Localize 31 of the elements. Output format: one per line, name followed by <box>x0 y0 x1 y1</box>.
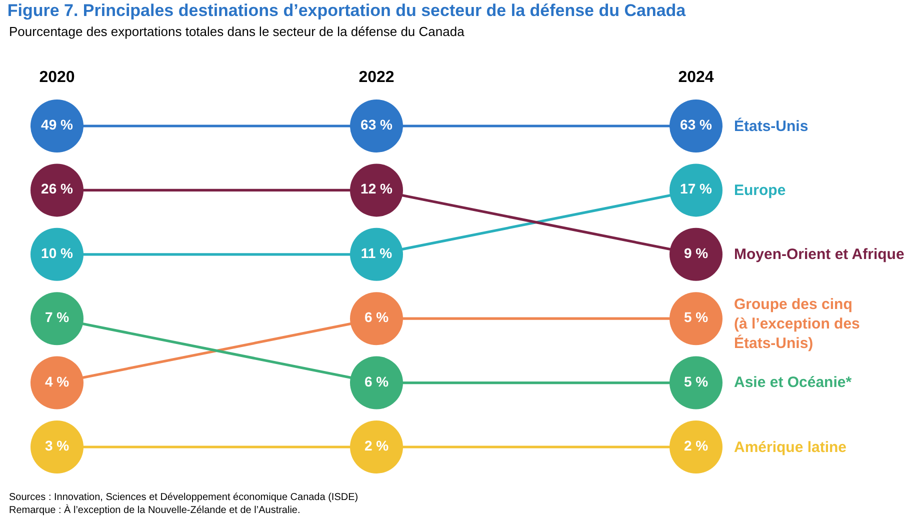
data-label: 26 % <box>41 180 74 197</box>
data-label: 10 % <box>41 244 74 261</box>
data-label: 12 % <box>360 180 393 197</box>
series-label: Moyen-Orient et Afrique <box>734 246 904 263</box>
data-label: 2 % <box>364 438 390 454</box>
data-label: 17 % <box>680 180 712 197</box>
data-label: 7 % <box>44 309 70 326</box>
category-label: 2020 <box>39 68 75 86</box>
data-label: 3 % <box>44 438 70 454</box>
source-note: Sources : Innovation, Sciences et Développement économique Canada (ISDE) <box>9 492 358 503</box>
data-label: 63 % <box>360 116 393 132</box>
data-label: 6 % <box>364 373 390 390</box>
data-label: 63 % <box>680 116 712 132</box>
data-label: 6 % <box>364 309 390 326</box>
series-label: Europe <box>734 182 786 199</box>
data-label: 4 % <box>44 373 70 390</box>
series-label: Groupe des cinq (à l’exception des États-Unis) <box>734 296 860 352</box>
data-label: 9 % <box>684 244 709 261</box>
series-label: Asie et Océanie* <box>734 374 852 391</box>
data-label: 5 % <box>684 309 709 326</box>
data-label: 11 % <box>360 244 393 261</box>
data-label: 5 % <box>684 373 709 390</box>
category-label: 2024 <box>678 68 714 86</box>
text: Pourcentage des exportations totales dans le secteur de la défense du Canada <box>9 24 466 39</box>
data-label: 49 % <box>41 116 74 132</box>
series-label: Amérique latine <box>734 439 847 456</box>
series-label: États-Unis <box>734 117 808 135</box>
data-label: 2 % <box>684 438 709 454</box>
text: Figure 7. Principales destinations d’exportation du secteur de la défense du Canada <box>7 0 686 20</box>
text: Remarque : À l’exception de la Nouvelle-Zélande et de l’Australie. <box>9 504 300 516</box>
category-label: 2022 <box>358 68 394 86</box>
